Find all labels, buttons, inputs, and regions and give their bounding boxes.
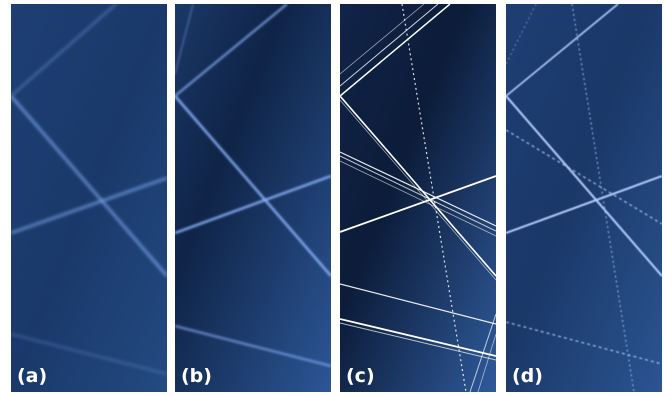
kikuchi-line — [340, 160, 496, 237]
panel-a-image — [11, 4, 167, 392]
panel-label-a: (a) — [17, 365, 48, 387]
kikuchi-line — [506, 95, 662, 277]
kikuchi-line — [506, 321, 662, 365]
panel-label-b: (b) — [181, 365, 212, 387]
kikuchi-line — [469, 313, 496, 392]
kikuchi-line — [506, 129, 662, 225]
kikuchi-line — [175, 95, 331, 277]
kikuchi-line — [340, 155, 496, 232]
panel-c-image — [340, 4, 496, 392]
kikuchi-line — [506, 4, 537, 65]
kikuchi-line — [175, 324, 331, 368]
kikuchi-line — [506, 4, 619, 97]
panel-b-image — [175, 4, 331, 392]
kikuchi-line — [340, 95, 496, 277]
kikuchi-line — [340, 322, 496, 361]
kikuchi-line — [340, 175, 496, 233]
panel-label-d: (d) — [512, 365, 543, 387]
kikuchi-line — [571, 4, 635, 392]
kikuchi-line — [401, 4, 467, 392]
kikuchi-line — [11, 95, 167, 277]
kikuchi-line — [11, 176, 167, 235]
panel-a: (a) — [11, 4, 167, 392]
kikuchi-line — [340, 151, 496, 227]
kikuchi-line — [11, 333, 167, 375]
kikuchi-line — [477, 333, 496, 392]
kikuchi-line — [340, 4, 439, 87]
panel-d: (d) — [506, 4, 662, 392]
panel-b: (b) — [175, 4, 331, 392]
kikuchi-line — [175, 174, 331, 235]
kikuchi-line — [11, 4, 117, 97]
panel-d-image — [506, 4, 662, 392]
kikuchi-line — [175, 4, 194, 75]
kikuchi-line — [340, 318, 496, 357]
kikuchi-line — [340, 4, 451, 97]
kikuchi-line — [175, 4, 288, 97]
kikuchi-line — [340, 4, 425, 75]
panel-label-c: (c) — [346, 365, 375, 387]
kikuchi-line — [340, 99, 496, 281]
panel-c: (c) — [340, 4, 496, 392]
kikuchi-line — [340, 283, 496, 325]
kikuchi-line — [506, 174, 662, 235]
